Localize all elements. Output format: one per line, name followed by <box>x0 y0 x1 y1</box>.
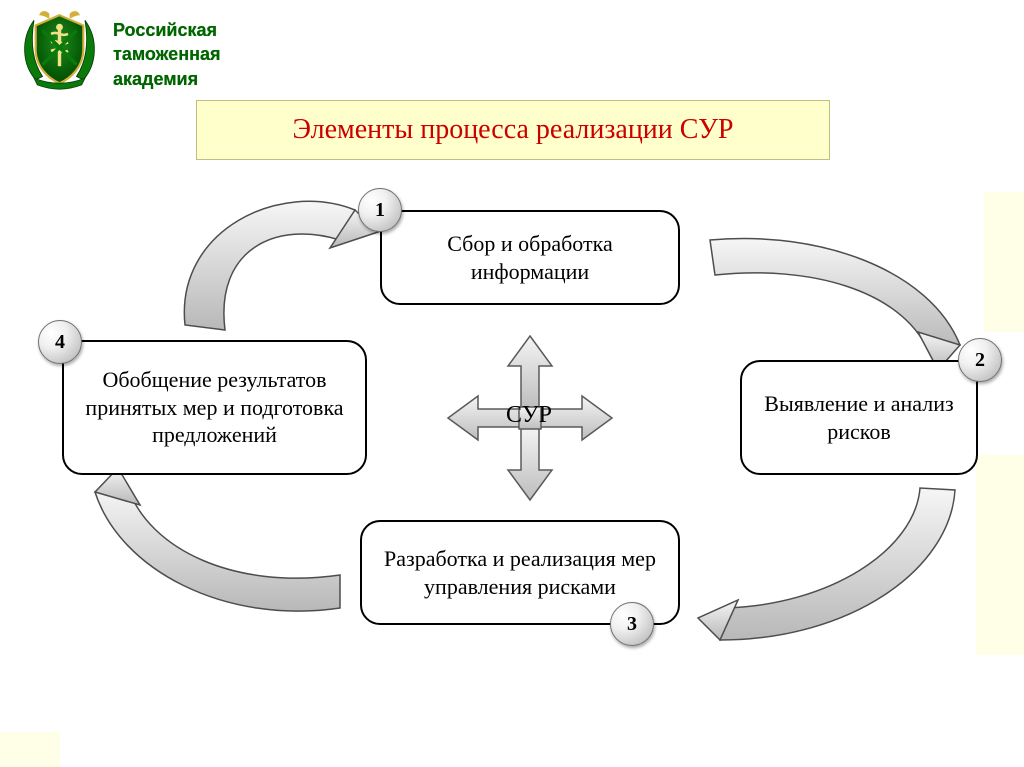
cycle-arrow-3-to-4 <box>95 468 340 611</box>
cycle-arrow-1-to-2 <box>710 238 960 370</box>
center-label: СУР <box>506 402 552 429</box>
node-4-box: Обобщение результатов принятых мер и под… <box>62 340 367 475</box>
node-4-badge: 4 <box>38 320 82 364</box>
node-2-text: Выявление и анализ рисков <box>754 390 964 445</box>
node-4-text: Обобщение результатов принятых мер и под… <box>76 366 353 449</box>
customs-academy-emblem-icon <box>17 5 102 90</box>
node-3-badge: 3 <box>610 602 654 646</box>
node-3-text: Разработка и реализация мер управления р… <box>374 545 666 600</box>
org-name: Российская таможенная академия <box>113 18 220 91</box>
page: Российская таможенная академия Элементы … <box>0 0 1024 767</box>
slide-title: Элементы процесса реализации СУР <box>293 114 734 146</box>
org-line3: академия <box>113 67 220 91</box>
node-2-badge: 2 <box>958 338 1002 382</box>
org-line1: Российская <box>113 18 220 42</box>
cycle-arrow-2-to-3 <box>698 488 955 640</box>
cycle-arrow-4-to-1 <box>184 201 378 330</box>
org-line2: таможенная <box>113 42 220 66</box>
slide-title-box: Элементы процесса реализации СУР <box>196 100 830 160</box>
decor-panel-bottom <box>0 732 60 767</box>
node-1-box: Сбор и обработка информации <box>380 210 680 305</box>
node-1-text: Сбор и обработка информации <box>394 230 666 285</box>
node-1-badge: 1 <box>358 188 402 232</box>
node-2-box: Выявление и анализ рисков <box>740 360 978 475</box>
cycle-diagram: СУР Сбор и обработка информации Выявлени… <box>0 170 1024 670</box>
